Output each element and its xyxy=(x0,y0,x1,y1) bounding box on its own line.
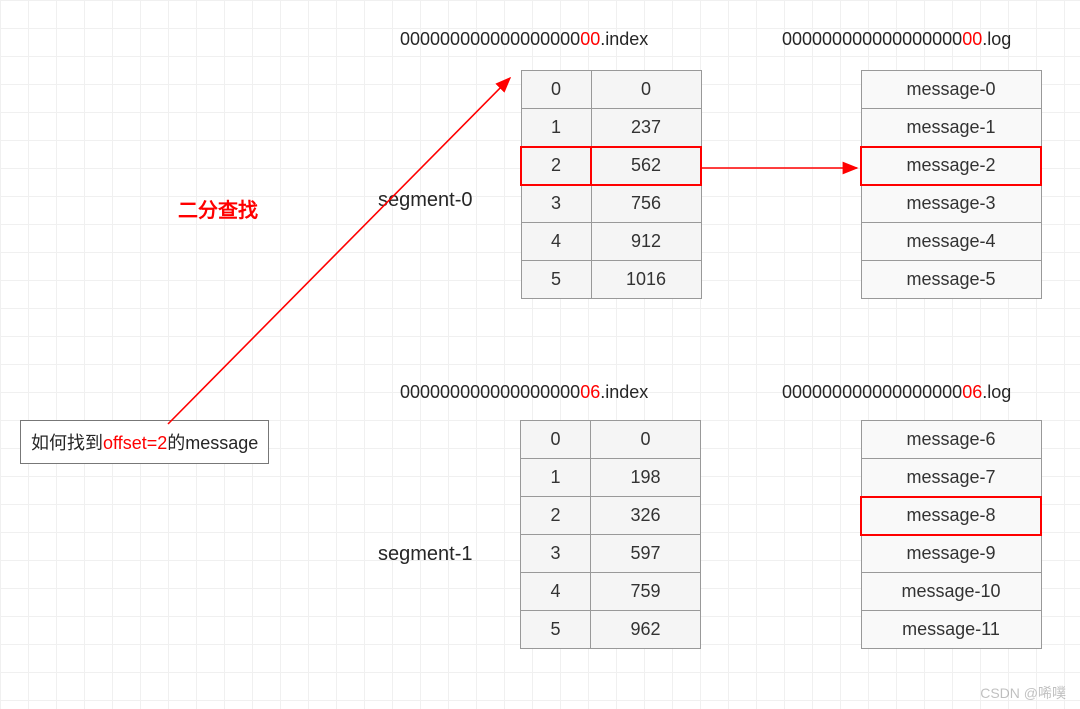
table-row: message-7 xyxy=(861,459,1041,497)
table-row: 2326 xyxy=(521,497,701,535)
table-row: message-2 xyxy=(861,147,1041,185)
table-row: message-6 xyxy=(861,421,1041,459)
table-row: 00 xyxy=(521,71,701,109)
table-row: 4759 xyxy=(521,573,701,611)
log-message-cell: message-10 xyxy=(861,573,1041,611)
watermark: CSDN @唏噗 xyxy=(980,683,1066,703)
log-message-cell: message-3 xyxy=(861,185,1041,223)
index-offset-cell: 1 xyxy=(521,459,591,497)
index-offset-cell: 5 xyxy=(521,261,591,299)
diagram-canvas: 00000000000000000000.index 0000000000000… xyxy=(0,0,1080,709)
log-message-cell: message-9 xyxy=(861,535,1041,573)
table-row: message-0 xyxy=(861,71,1041,109)
index-offset-cell: 5 xyxy=(521,611,591,649)
table-row: 00 xyxy=(521,421,701,459)
index-position-cell: 759 xyxy=(591,573,701,611)
log-message-cell: message-5 xyxy=(861,261,1041,299)
index-position-cell: 237 xyxy=(591,109,701,147)
index-file-1-label: 00000000000000000006.index xyxy=(400,383,648,401)
index-offset-cell: 0 xyxy=(521,421,591,459)
table-row: 4912 xyxy=(521,223,701,261)
table-row: message-1 xyxy=(861,109,1041,147)
table-row: message-3 xyxy=(861,185,1041,223)
index-offset-cell: 3 xyxy=(521,535,591,573)
index-position-cell: 326 xyxy=(591,497,701,535)
index-offset-cell: 1 xyxy=(521,109,591,147)
index-offset-cell: 3 xyxy=(521,185,591,223)
log-message-cell: message-1 xyxy=(861,109,1041,147)
segment-1-label: segment-1 xyxy=(378,543,473,566)
index-offset-cell: 4 xyxy=(521,223,591,261)
table-row: message-11 xyxy=(861,611,1041,649)
table-row: message-5 xyxy=(861,261,1041,299)
table-row: 3597 xyxy=(521,535,701,573)
table-row: message-9 xyxy=(861,535,1041,573)
index-offset-cell: 0 xyxy=(521,71,591,109)
index-offset-cell: 4 xyxy=(521,573,591,611)
table-row: message-8 xyxy=(861,497,1041,535)
log-table-0: message-0message-1message-2message-3mess… xyxy=(860,70,1042,299)
log-message-cell: message-0 xyxy=(861,71,1041,109)
index-position-cell: 562 xyxy=(591,147,701,185)
index-position-cell: 0 xyxy=(591,421,701,459)
index-position-cell: 756 xyxy=(591,185,701,223)
table-row: 1237 xyxy=(521,109,701,147)
index-position-cell: 597 xyxy=(591,535,701,573)
table-row: 1198 xyxy=(521,459,701,497)
log-message-cell: message-11 xyxy=(861,611,1041,649)
table-row: 5962 xyxy=(521,611,701,649)
index-position-cell: 912 xyxy=(591,223,701,261)
index-position-cell: 0 xyxy=(591,71,701,109)
table-row: message-10 xyxy=(861,573,1041,611)
table-row: 3756 xyxy=(521,185,701,223)
table-row: 2562 xyxy=(521,147,701,185)
index-table-0: 00123725623756491251016 xyxy=(520,70,702,299)
index-offset-cell: 2 xyxy=(521,147,591,185)
segment-0-label: segment-0 xyxy=(378,189,473,212)
question-box: 如何找到offset=2的message xyxy=(20,420,269,464)
log-message-cell: message-4 xyxy=(861,223,1041,261)
index-position-cell: 198 xyxy=(591,459,701,497)
index-file-0-label: 00000000000000000000.index xyxy=(400,30,648,48)
index-offset-cell: 2 xyxy=(521,497,591,535)
index-table-1: 0011982326359747595962 xyxy=(520,420,701,649)
index-position-cell: 1016 xyxy=(591,261,701,299)
table-row: message-4 xyxy=(861,223,1041,261)
binary-search-label: 二分查找 xyxy=(178,194,258,223)
log-message-cell: message-6 xyxy=(861,421,1041,459)
log-message-cell: message-8 xyxy=(861,497,1041,535)
index-position-cell: 962 xyxy=(591,611,701,649)
table-row: 51016 xyxy=(521,261,701,299)
log-message-cell: message-2 xyxy=(861,147,1041,185)
log-table-1: message-6message-7message-8message-9mess… xyxy=(860,420,1042,649)
log-file-1-label: 00000000000000000006.log xyxy=(782,383,1011,401)
log-file-0-label: 00000000000000000000.log xyxy=(782,30,1011,48)
log-message-cell: message-7 xyxy=(861,459,1041,497)
